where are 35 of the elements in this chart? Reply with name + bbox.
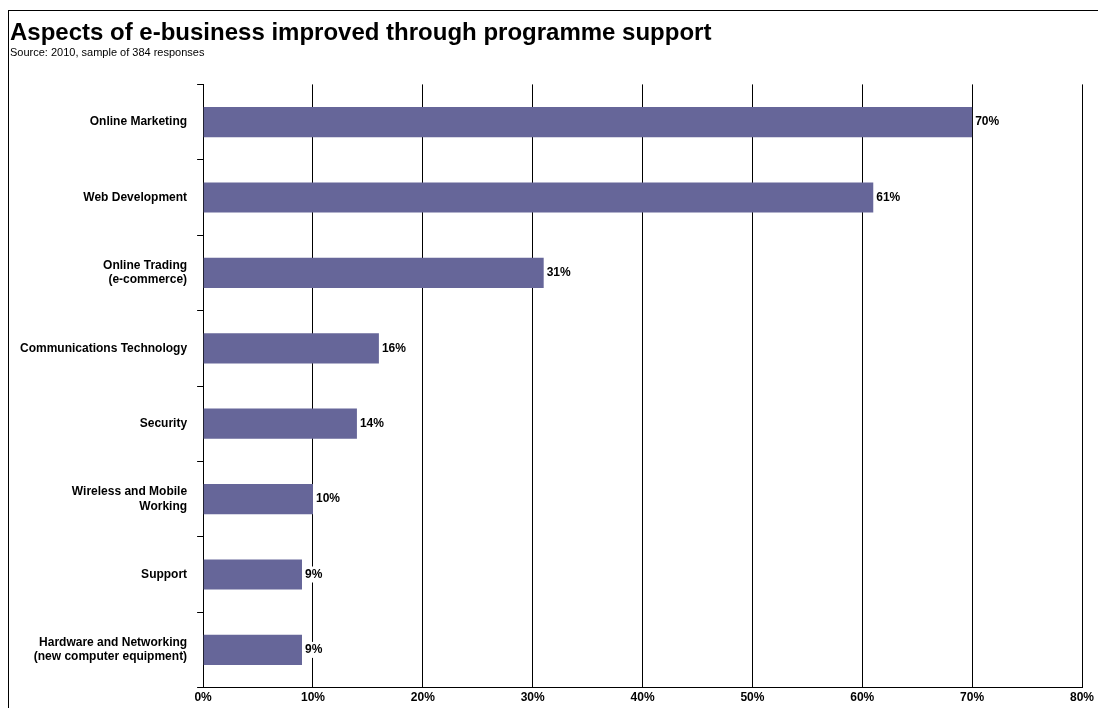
bar [203,333,379,364]
data-label: 31% [546,265,572,280]
x-tick-label: 40% [630,690,655,705]
x-tick-label: 50% [740,690,765,705]
x-tick-label: 0% [194,690,213,705]
data-label: 9% [304,642,323,657]
x-tick-label: 30% [520,690,546,705]
data-label: 10% [315,491,341,506]
bar [203,408,357,439]
x-tick-label: 80% [1069,690,1095,705]
data-label: 14% [359,416,385,431]
x-tick-label: 60% [850,690,875,705]
y-tick-label: Online Marketing [89,114,188,129]
bar [203,484,313,515]
bar [203,634,302,665]
y-tick-label: Support [141,566,188,581]
x-tick-label: 10% [300,690,326,705]
y-tick-label: Communications Technology [20,340,188,355]
y-tick-label: Web Development [83,189,188,204]
bar [203,257,544,288]
y-tick-label: Wireless and Mobile Working [71,484,188,513]
y-tick-label: Security [139,416,188,431]
y-tick-label: Hardware and Networking (new computer equipment) [33,635,188,664]
source-note: Source: 2010, sample of 384 responses [10,46,205,58]
data-label: 16% [381,340,407,355]
x-tick-label: 70% [960,690,985,705]
chart-title: Aspects of e-business improved through programme support [10,18,712,46]
bar [203,182,874,213]
bar [203,107,973,138]
y-tick-label: Online Trading (e-commerce) [103,258,188,287]
bar [203,559,302,590]
data-label: 70% [975,114,1000,129]
x-tick-label: 20% [410,690,436,705]
data-label: 61% [876,189,901,204]
data-label: 9% [304,566,323,581]
